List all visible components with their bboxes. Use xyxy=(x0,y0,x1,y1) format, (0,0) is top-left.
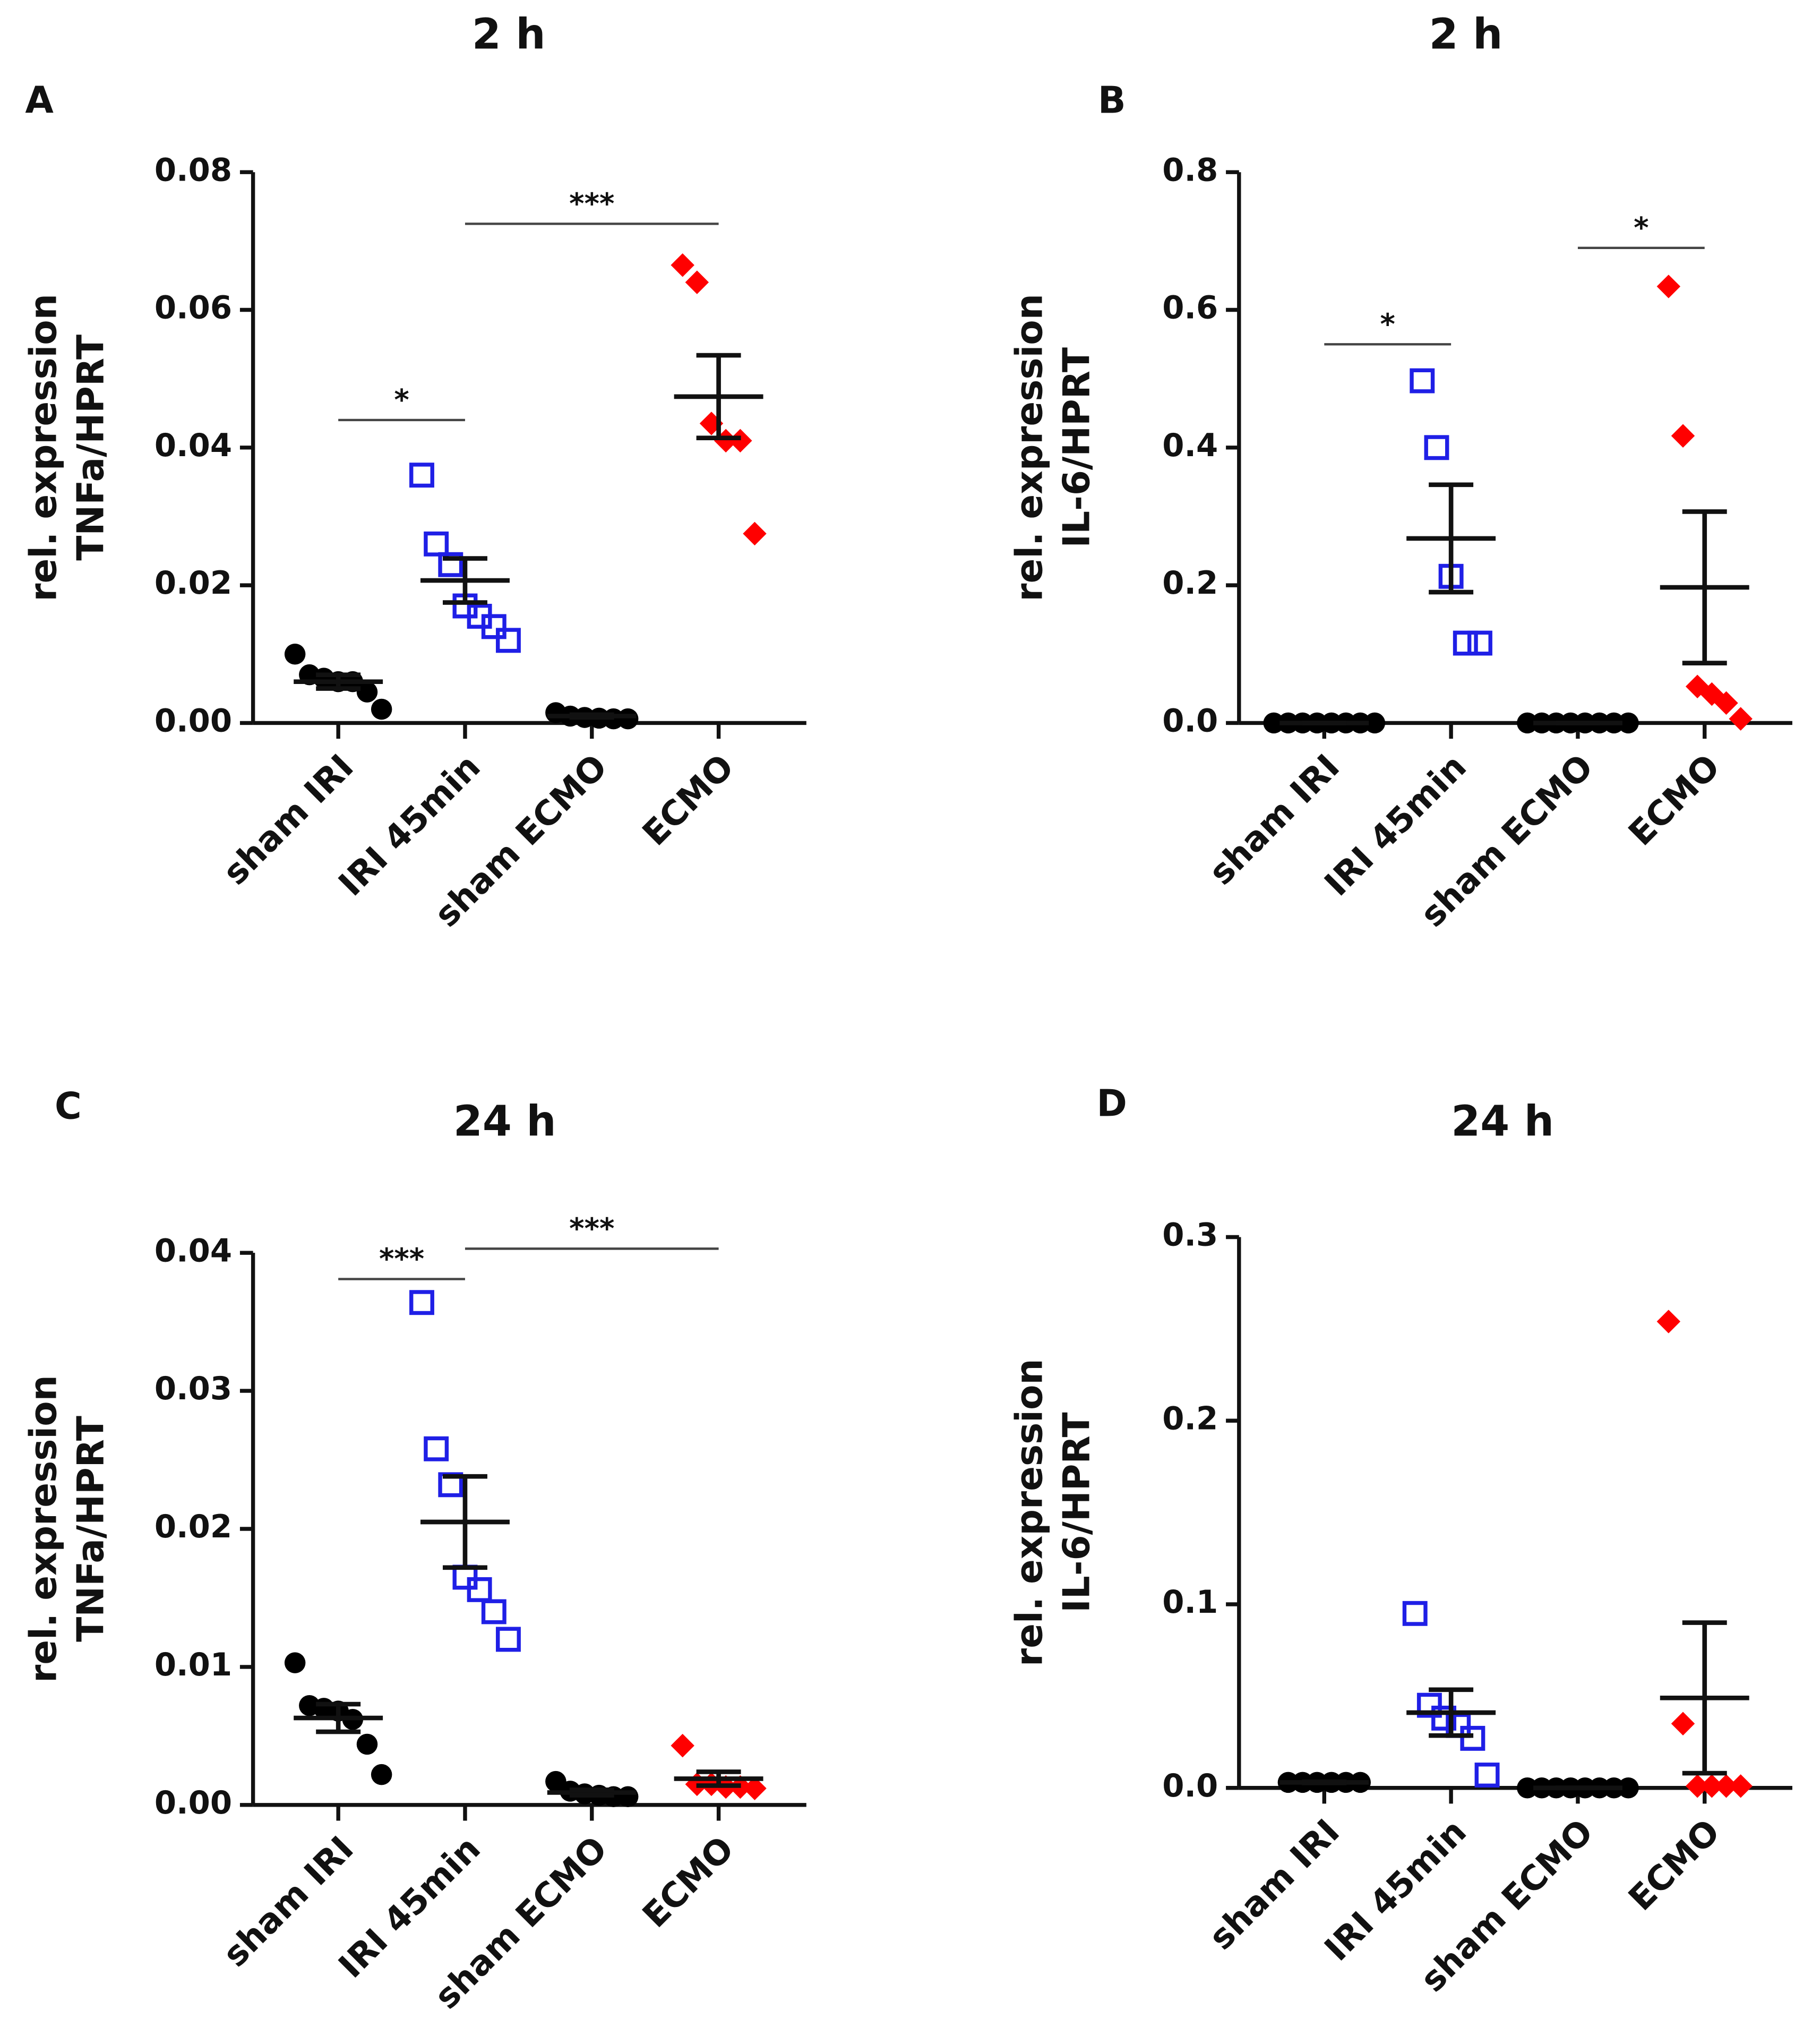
y-axis-label: rel. expression xyxy=(1009,1358,1051,1666)
y-tick-label: 0.4 xyxy=(1162,427,1218,464)
point xyxy=(1263,712,1284,734)
y-axis-label: TNFa/HPRT xyxy=(70,1416,112,1642)
significance-label: * xyxy=(1380,307,1395,341)
x-tick-label: ECMO xyxy=(1621,1812,1728,1919)
point xyxy=(671,1733,694,1758)
point xyxy=(1671,1712,1695,1735)
point xyxy=(1714,1774,1738,1798)
point xyxy=(1431,1705,1456,1731)
y-tick-label: 0.1 xyxy=(1162,1584,1218,1620)
x-tick-label: ECMO xyxy=(635,747,742,853)
point xyxy=(617,708,639,730)
point xyxy=(1474,1763,1500,1788)
point xyxy=(1424,435,1449,460)
point xyxy=(481,1599,506,1624)
point xyxy=(409,1290,434,1315)
panel-letter: D xyxy=(1097,1083,1127,1125)
point xyxy=(1618,1777,1639,1799)
y-tick-label: 0.6 xyxy=(1162,289,1218,326)
y-tick-label: 0.2 xyxy=(1162,565,1218,601)
point xyxy=(1656,1310,1681,1333)
point xyxy=(424,1436,449,1461)
y-tick-label: 0.04 xyxy=(154,1232,232,1269)
point xyxy=(1364,712,1386,734)
point xyxy=(409,463,434,488)
point xyxy=(438,552,463,577)
point xyxy=(356,1733,378,1755)
point xyxy=(467,1577,492,1602)
panel: B 2 h rel. expression IL-6/HPRT 0.0 0.2 0.4 0.6… xyxy=(1009,10,1792,935)
point xyxy=(371,698,392,720)
y-tick-label: 0.03 xyxy=(154,1370,232,1407)
chart-title: 2 h xyxy=(1429,10,1503,58)
y-tick-label: 0.06 xyxy=(154,289,232,326)
significance-label: *** xyxy=(569,1212,614,1245)
point xyxy=(1402,1601,1428,1626)
point xyxy=(1416,1692,1442,1718)
panel-letter: A xyxy=(25,79,54,122)
y-tick-label: 0.00 xyxy=(154,703,232,739)
point xyxy=(356,681,378,703)
x-tick-label: ECMO xyxy=(635,1829,742,1936)
panel-letter: C xyxy=(55,1085,82,1128)
point xyxy=(371,1764,392,1785)
y-axis-label: rel. expression xyxy=(1009,294,1051,602)
point xyxy=(1729,707,1753,731)
point xyxy=(284,644,306,665)
y-tick-label: 0.04 xyxy=(154,427,232,464)
point xyxy=(743,521,767,546)
y-axis-label: rel. expression xyxy=(22,1375,65,1683)
significance-label: * xyxy=(1634,211,1648,244)
y-tick-label: 0.3 xyxy=(1162,1217,1218,1253)
chart-title: 24 h xyxy=(1451,1097,1554,1146)
point xyxy=(1729,1774,1753,1798)
point xyxy=(496,1627,521,1652)
chart-title: 2 h xyxy=(472,10,546,58)
point xyxy=(496,628,521,653)
point xyxy=(685,270,709,294)
panel: A 2 h rel. expression TNFa/HPRT 0.00 0.02 0.04… xyxy=(22,10,806,935)
point xyxy=(1467,630,1492,656)
panel: C 24 h rel. expression TNFa/HPRT 0.00 0.01 0.0… xyxy=(22,1085,806,2017)
point xyxy=(1517,1777,1538,1799)
y-tick-label: 0.08 xyxy=(154,151,232,188)
point xyxy=(1685,1774,1710,1798)
point xyxy=(481,614,506,639)
point xyxy=(284,1652,306,1673)
point xyxy=(617,1786,639,1808)
point xyxy=(1714,691,1738,715)
y-tick-label: 0.0 xyxy=(1162,703,1218,739)
point xyxy=(1453,630,1478,656)
significance-label: *** xyxy=(379,1242,424,1276)
y-tick-label: 0.8 xyxy=(1162,151,1218,188)
y-tick-label: 0.0 xyxy=(1162,1767,1218,1804)
chart-title: 24 h xyxy=(453,1097,556,1146)
significance-label: * xyxy=(394,383,409,417)
point xyxy=(1460,1725,1485,1751)
panel-letter: B xyxy=(1098,79,1126,122)
point xyxy=(1656,275,1681,298)
significance-label: *** xyxy=(569,187,614,220)
y-tick-label: 0.00 xyxy=(154,1784,232,1821)
panel: D 24 h rel. expression IL-6/HPRT 0.0 0.1 0.2 0.… xyxy=(1009,1083,1792,2000)
point xyxy=(1671,424,1695,448)
point xyxy=(1618,712,1639,734)
point xyxy=(1517,712,1538,734)
y-tick-label: 0.2 xyxy=(1162,1400,1218,1436)
y-axis-label: rel. expression xyxy=(22,294,65,602)
point xyxy=(1700,1774,1724,1798)
x-tick-label: ECMO xyxy=(1621,747,1728,853)
point xyxy=(671,253,694,277)
y-axis-label: IL-6/HPRT xyxy=(1056,1412,1098,1613)
point xyxy=(743,1776,767,1800)
point xyxy=(1410,368,1435,394)
point xyxy=(728,429,752,453)
y-tick-label: 0.02 xyxy=(154,565,232,601)
y-tick-label: 0.02 xyxy=(154,1508,232,1545)
y-axis-label: TNFa/HPRT xyxy=(70,335,112,561)
y-axis-label: IL-6/HPRT xyxy=(1056,347,1098,548)
point xyxy=(424,531,449,557)
y-tick-label: 0.01 xyxy=(154,1646,232,1683)
